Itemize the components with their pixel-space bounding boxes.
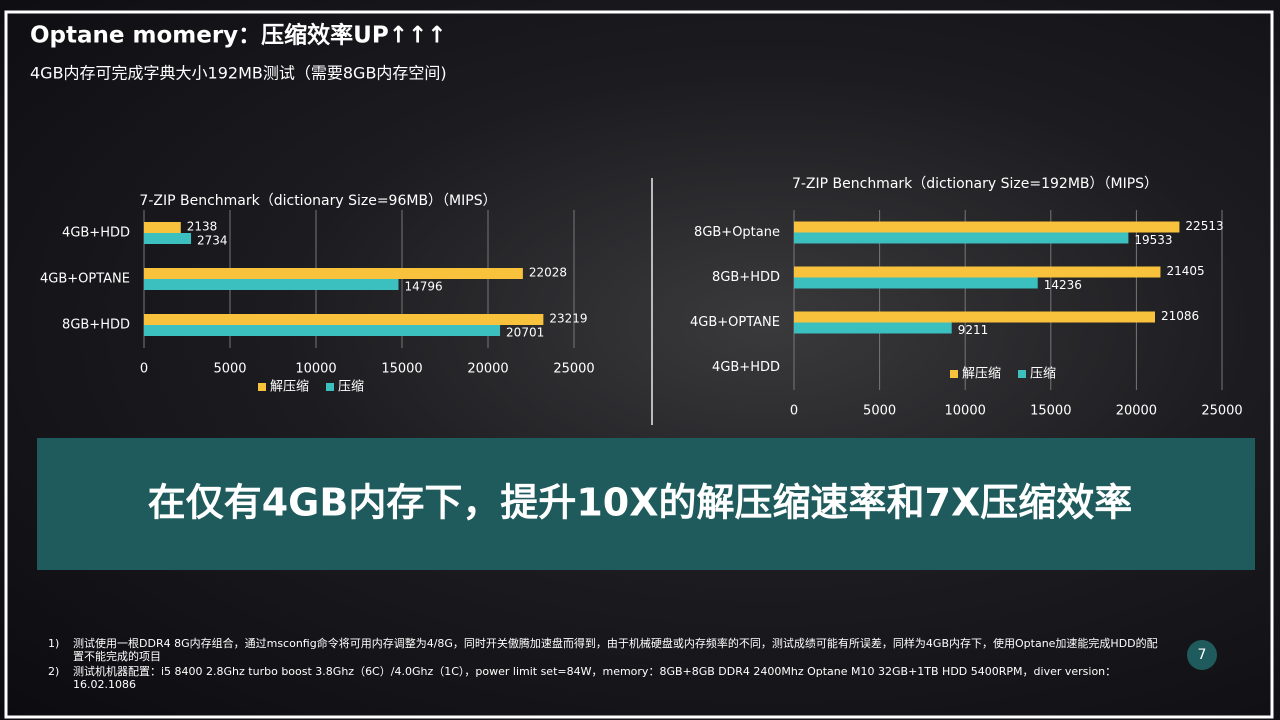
bar	[794, 322, 952, 334]
legend-swatch	[1018, 370, 1026, 378]
bar	[144, 233, 192, 244]
slide-subtitle: 4GB内存可完成字典大小192MB测试（需要8GB内存空间)	[30, 64, 447, 83]
footnote-num: 2)	[48, 665, 60, 678]
banner	[37, 438, 1255, 570]
data-label: 21086	[1161, 309, 1199, 323]
bar	[794, 277, 1038, 289]
y-tick-label: 4GB+OPTANE	[40, 272, 130, 287]
bar	[794, 221, 1180, 233]
data-label: 19533	[1134, 233, 1172, 247]
legend-swatch	[950, 370, 958, 378]
data-label: 9211	[958, 323, 989, 337]
x-tick-label: 0	[140, 362, 148, 377]
legend-label: 压缩	[338, 379, 364, 395]
data-label: 22513	[1185, 219, 1223, 233]
y-tick-label: 8GB+HDD	[712, 270, 780, 285]
x-tick-label: 5000	[863, 404, 896, 419]
bar	[144, 314, 544, 325]
banner-text: 在仅有4GB内存下，提升10X的解压缩速率和7X压缩效率	[148, 481, 1133, 525]
data-label: 2734	[197, 234, 228, 248]
x-tick-label: 10000	[945, 404, 986, 419]
data-label: 2138	[187, 220, 218, 234]
footnote-text: 测试机机器配置：i5 8400 2.8Ghz turbo boost 3.8Gh…	[73, 665, 1117, 691]
page-number: 7	[1198, 647, 1207, 663]
x-tick-label: 15000	[1030, 404, 1071, 419]
data-label: 21405	[1166, 264, 1204, 278]
legend-label: 解压缩	[270, 379, 309, 395]
chart-title: 7-ZIP Benchmark（dictionary Size=96MB）（MI…	[139, 193, 496, 209]
bar	[794, 311, 1155, 323]
y-tick-label: 4GB+HDD	[62, 226, 130, 241]
x-tick-label: 20000	[467, 362, 508, 377]
footnote-num: 1)	[48, 637, 60, 650]
data-label: 14796	[404, 280, 442, 294]
legend-swatch	[326, 383, 334, 391]
bar	[794, 266, 1161, 278]
footnote: 1) 测试使用一根DDR4 8G内存组合，通过msconfig命令将可用内存调整为…	[48, 637, 1158, 663]
bar	[144, 279, 399, 290]
x-tick-label: 0	[790, 404, 798, 419]
chart-title: 7-ZIP Benchmark（dictionary Size=192MB）（M…	[792, 176, 1158, 192]
data-label: 14236	[1044, 278, 1082, 292]
x-tick-label: 20000	[1116, 404, 1157, 419]
y-tick-label: 8GB+HDD	[62, 318, 130, 333]
footnote-text: 测试使用一根DDR4 8G内存组合，通过msconfig命令将可用内存调整为4/…	[73, 637, 1158, 663]
data-label: 22028	[529, 266, 567, 280]
legend-label: 解压缩	[962, 366, 1001, 382]
frame	[4, 10, 1274, 719]
bar	[794, 232, 1129, 244]
slide-title: Optane momery：压缩效率UP↑↑↑	[30, 22, 447, 49]
bar	[144, 222, 181, 233]
bar	[144, 268, 523, 279]
x-tick-label: 5000	[213, 362, 246, 377]
y-tick-label: 4GB+OPTANE	[690, 315, 780, 330]
x-tick-label: 15000	[381, 362, 422, 377]
y-tick-label: 8GB+Optane	[694, 225, 780, 240]
x-tick-label: 25000	[1201, 404, 1242, 419]
y-tick-label: 4GB+HDD	[712, 360, 780, 375]
page-badge	[1187, 640, 1217, 670]
x-tick-label: 25000	[553, 362, 594, 377]
data-label: 20701	[506, 326, 544, 340]
legend-swatch	[258, 383, 266, 391]
x-tick-label: 10000	[295, 362, 336, 377]
legend-label: 压缩	[1030, 366, 1056, 382]
footnote: 2) 测试机机器配置：i5 8400 2.8Ghz turbo boost 3.8…	[48, 665, 1158, 691]
bar	[144, 325, 501, 336]
data-label: 23219	[549, 312, 587, 326]
